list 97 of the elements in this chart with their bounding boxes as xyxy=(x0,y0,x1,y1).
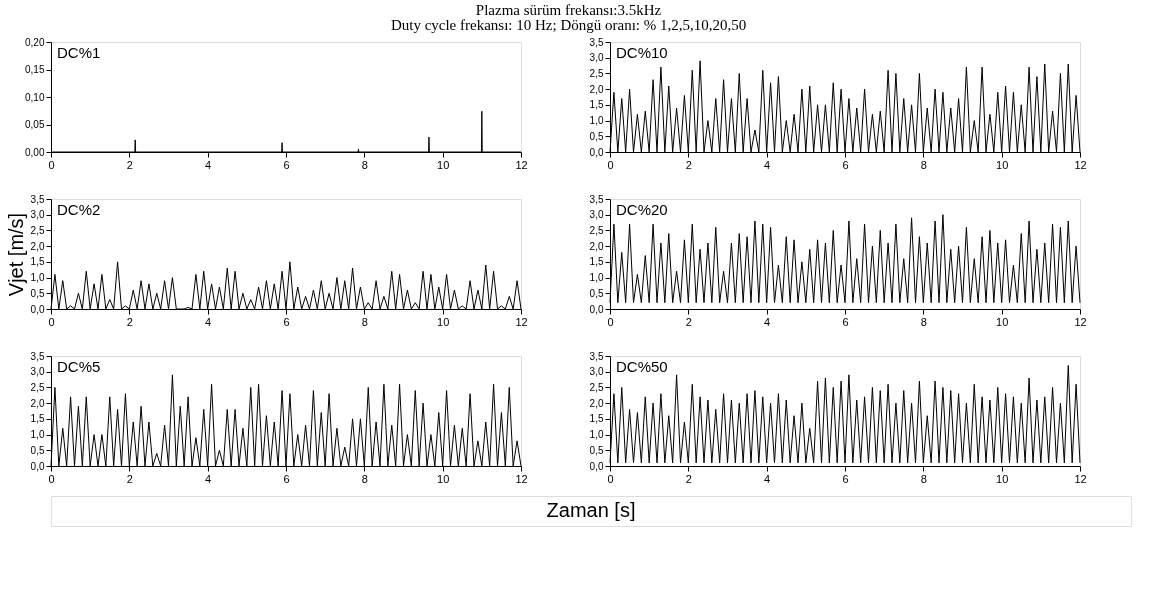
y-tick-label: 3,5 xyxy=(589,350,604,362)
text: Duty cycle frekansı: 10 Hz; Döngü oranı: % 1,2,5,10,20,50 xyxy=(390,16,747,33)
y-tick-label: 3,5 xyxy=(30,193,45,205)
x-tick-label: 12 xyxy=(515,315,528,328)
x-tick-label: 8 xyxy=(361,315,368,328)
x-tick-label: 10 xyxy=(437,472,450,485)
y-tick-label: 0,10 xyxy=(25,91,45,103)
y-tick-label: 0,5 xyxy=(30,287,45,299)
y-axis-title: Vjet [m/s] xyxy=(4,212,27,297)
y-tick-label: 2,5 xyxy=(30,224,45,236)
x-axis-title: Zaman [s] xyxy=(546,499,636,521)
y-tick-label: 0,15 xyxy=(25,64,45,75)
x-tick-label: 10 xyxy=(996,315,1009,328)
x-tick-label: 8 xyxy=(920,472,927,485)
y-tick-label: 0,0 xyxy=(30,460,45,472)
y-tick-label: 0,00 xyxy=(25,146,45,158)
y-tick-label: 3,5 xyxy=(589,193,604,205)
y-tick-label: 2,5 xyxy=(589,224,604,236)
x-tick-label: 0 xyxy=(607,472,614,485)
x-tick-label: 8 xyxy=(920,315,927,328)
y-tick-label: 0,05 xyxy=(25,119,45,130)
y-tick-label: 1,0 xyxy=(589,429,604,441)
x-tick-label: 2 xyxy=(685,315,692,328)
x-tick-label: 6 xyxy=(283,158,290,171)
y-tick-label: 0,5 xyxy=(589,130,604,142)
y-tick-label: 1,0 xyxy=(30,429,45,441)
x-tick-label: 6 xyxy=(842,158,849,171)
x-tick-label: 4 xyxy=(205,315,212,328)
annotation: DC%50 xyxy=(616,358,668,375)
x-tick-label: 2 xyxy=(126,472,133,485)
y-tick-label: 0,5 xyxy=(30,444,45,456)
y-tick-label: 2,0 xyxy=(30,240,45,252)
y-tick-label: 3,0 xyxy=(30,209,45,221)
y-tick-label: 2,5 xyxy=(30,381,45,393)
annotation: DC%1 xyxy=(57,44,101,61)
y-tick-label: 3,5 xyxy=(30,350,45,362)
x-tick-label: 6 xyxy=(283,315,290,328)
y-tick-label: 0,0 xyxy=(589,303,604,315)
x-tick-label: 2 xyxy=(685,158,692,171)
y-tick-label: 1,0 xyxy=(589,115,604,127)
x-tick-label: 4 xyxy=(764,158,771,171)
annotation: DC%2 xyxy=(57,201,101,218)
x-tick-label: 8 xyxy=(920,158,927,171)
x-tick-label: 8 xyxy=(361,472,368,485)
text: Plazma sürüm frekansı:3.5kHz xyxy=(475,1,662,18)
x-tick-label: 4 xyxy=(205,158,212,171)
x-tick-label: 4 xyxy=(205,472,212,485)
x-tick-label: 10 xyxy=(437,158,450,171)
x-tick-label: 12 xyxy=(1074,158,1087,171)
x-tick-label: 2 xyxy=(126,315,133,328)
x-tick-label: 0 xyxy=(607,158,614,171)
y-tick-label: 0,0 xyxy=(589,146,604,158)
x-tick-label: 12 xyxy=(515,472,528,485)
y-tick-label: 1,5 xyxy=(30,256,45,268)
x-tick-label: 4 xyxy=(764,315,771,328)
y-tick-label: 1,5 xyxy=(589,256,604,268)
x-tick-label: 2 xyxy=(126,158,133,171)
x-tick-label: 12 xyxy=(1074,472,1087,485)
y-tick-label: 1,5 xyxy=(589,99,604,111)
x-tick-label: 10 xyxy=(996,158,1009,171)
annotation: DC%5 xyxy=(57,358,101,375)
y-tick-label: 1,5 xyxy=(589,413,604,425)
y-tick-label: 1,5 xyxy=(30,413,45,425)
y-tick-label: 3,5 xyxy=(589,36,604,48)
x-tick-label: 0 xyxy=(607,315,614,328)
y-tick-label: 3,0 xyxy=(30,366,45,378)
y-tick-label: 0,20 xyxy=(25,36,45,48)
y-tick-label: 2,0 xyxy=(589,397,604,409)
y-tick-label: 2,0 xyxy=(30,397,45,409)
y-tick-label: 0,5 xyxy=(589,287,604,299)
x-tick-label: 12 xyxy=(1074,315,1087,328)
x-tick-label: 0 xyxy=(48,472,55,485)
y-tick-label: 3,0 xyxy=(589,209,604,221)
y-tick-label: 0,5 xyxy=(589,444,604,456)
x-tick-label: 2 xyxy=(685,472,692,485)
annotation: DC%20 xyxy=(616,201,668,218)
x-tick-label: 6 xyxy=(842,315,849,328)
x-tick-label: 8 xyxy=(361,158,368,171)
x-tick-label: 10 xyxy=(996,472,1009,485)
y-tick-label: 2,5 xyxy=(589,381,604,393)
y-tick-label: 1,0 xyxy=(589,272,604,284)
y-tick-label: 3,0 xyxy=(589,52,604,64)
y-tick-label: 3,0 xyxy=(589,366,604,378)
x-tick-label: 0 xyxy=(48,158,55,171)
y-tick-label: 2,5 xyxy=(589,67,604,79)
y-tick-label: 0,0 xyxy=(30,303,45,315)
x-tick-label: 0 xyxy=(48,315,55,328)
y-tick-label: 2,0 xyxy=(589,240,604,252)
x-tick-label: 10 xyxy=(437,315,450,328)
x-tick-label: 4 xyxy=(764,472,771,485)
y-tick-label: 1,0 xyxy=(30,272,45,284)
annotation: DC%10 xyxy=(616,44,668,61)
y-tick-label: 0,0 xyxy=(589,460,604,472)
x-tick-label: 12 xyxy=(515,158,528,171)
x-tick-label: 6 xyxy=(283,472,290,485)
y-tick-label: 2,0 xyxy=(589,83,604,95)
x-tick-label: 6 xyxy=(842,472,849,485)
